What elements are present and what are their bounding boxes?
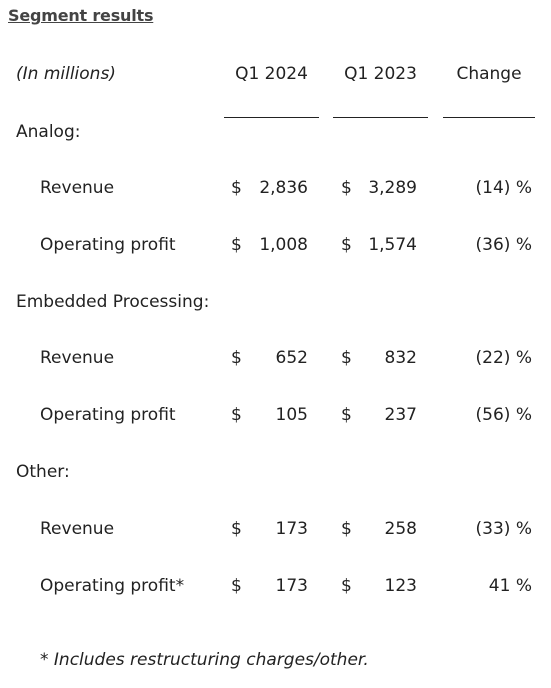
currency-symbol: $ bbox=[341, 519, 352, 539]
value-change: (33) % bbox=[475, 519, 532, 539]
value-q1-2023: 832 bbox=[384, 348, 417, 368]
table-row: Operating profit $ 1,008 $ 1,574 (36) % bbox=[0, 233, 551, 257]
column-header-q1-2024: Q1 2024 bbox=[235, 64, 308, 84]
table-row: Operating profit* $ 173 $ 123 41 % bbox=[0, 574, 551, 598]
value-q1-2024: 173 bbox=[275, 576, 308, 596]
value-q1-2024: 652 bbox=[275, 348, 308, 368]
currency-symbol: $ bbox=[231, 235, 242, 255]
currency-symbol: $ bbox=[341, 348, 352, 368]
currency-symbol: $ bbox=[231, 576, 242, 596]
row-label: Operating profit bbox=[40, 405, 176, 425]
currency-symbol: $ bbox=[231, 519, 242, 539]
column-header-q1-2023: Q1 2023 bbox=[344, 64, 417, 84]
value-change: (22) % bbox=[475, 348, 532, 368]
value-q1-2023: 1,574 bbox=[368, 235, 417, 255]
value-q1-2024: 1,008 bbox=[259, 235, 308, 255]
segment-header-row: Embedded Processing: bbox=[0, 290, 551, 314]
table-row: Revenue $ 652 $ 832 (22) % bbox=[0, 346, 551, 370]
row-label: Revenue bbox=[40, 348, 115, 368]
segment-name: Embedded Processing: bbox=[16, 292, 210, 312]
column-underline bbox=[224, 117, 319, 118]
segment-header-row: Analog: bbox=[0, 120, 551, 144]
footnote: * Includes restructuring charges/other. bbox=[40, 650, 369, 670]
segment-header-row: Other: bbox=[0, 460, 551, 484]
currency-symbol: $ bbox=[231, 405, 242, 425]
column-underline bbox=[333, 117, 428, 118]
column-header-change: Change bbox=[456, 64, 522, 84]
currency-symbol: $ bbox=[231, 348, 242, 368]
value-q1-2023: 123 bbox=[384, 576, 417, 596]
value-q1-2024: 2,836 bbox=[259, 178, 308, 198]
value-q1-2023: 237 bbox=[384, 405, 417, 425]
currency-symbol: $ bbox=[341, 235, 352, 255]
currency-symbol: $ bbox=[341, 178, 352, 198]
column-underline bbox=[443, 117, 535, 118]
value-change: (14) % bbox=[475, 178, 532, 198]
row-label: Revenue bbox=[40, 519, 115, 539]
table-row: Revenue $ 2,836 $ 3,289 (14) % bbox=[0, 176, 551, 200]
value-q1-2023: 258 bbox=[384, 519, 417, 539]
row-label: Revenue bbox=[40, 178, 115, 198]
currency-symbol: $ bbox=[231, 178, 242, 198]
table-row: Revenue $ 173 $ 258 (33) % bbox=[0, 517, 551, 541]
row-label: Operating profit* bbox=[40, 576, 185, 596]
value-q1-2024: 173 bbox=[275, 519, 308, 539]
row-label: Operating profit bbox=[40, 235, 176, 255]
value-change: (56) % bbox=[475, 405, 532, 425]
segment-name: Other: bbox=[16, 462, 70, 482]
value-q1-2023: 3,289 bbox=[368, 178, 417, 198]
table-row: Operating profit $ 105 $ 237 (56) % bbox=[0, 403, 551, 427]
value-change: 41 % bbox=[488, 576, 532, 596]
value-q1-2024: 105 bbox=[275, 405, 308, 425]
segment-name: Analog: bbox=[16, 122, 81, 142]
currency-symbol: $ bbox=[341, 576, 352, 596]
unit-note: (In millions) bbox=[16, 64, 116, 84]
value-change: (36) % bbox=[475, 235, 532, 255]
section-title: Segment results bbox=[8, 6, 154, 25]
currency-symbol: $ bbox=[341, 405, 352, 425]
